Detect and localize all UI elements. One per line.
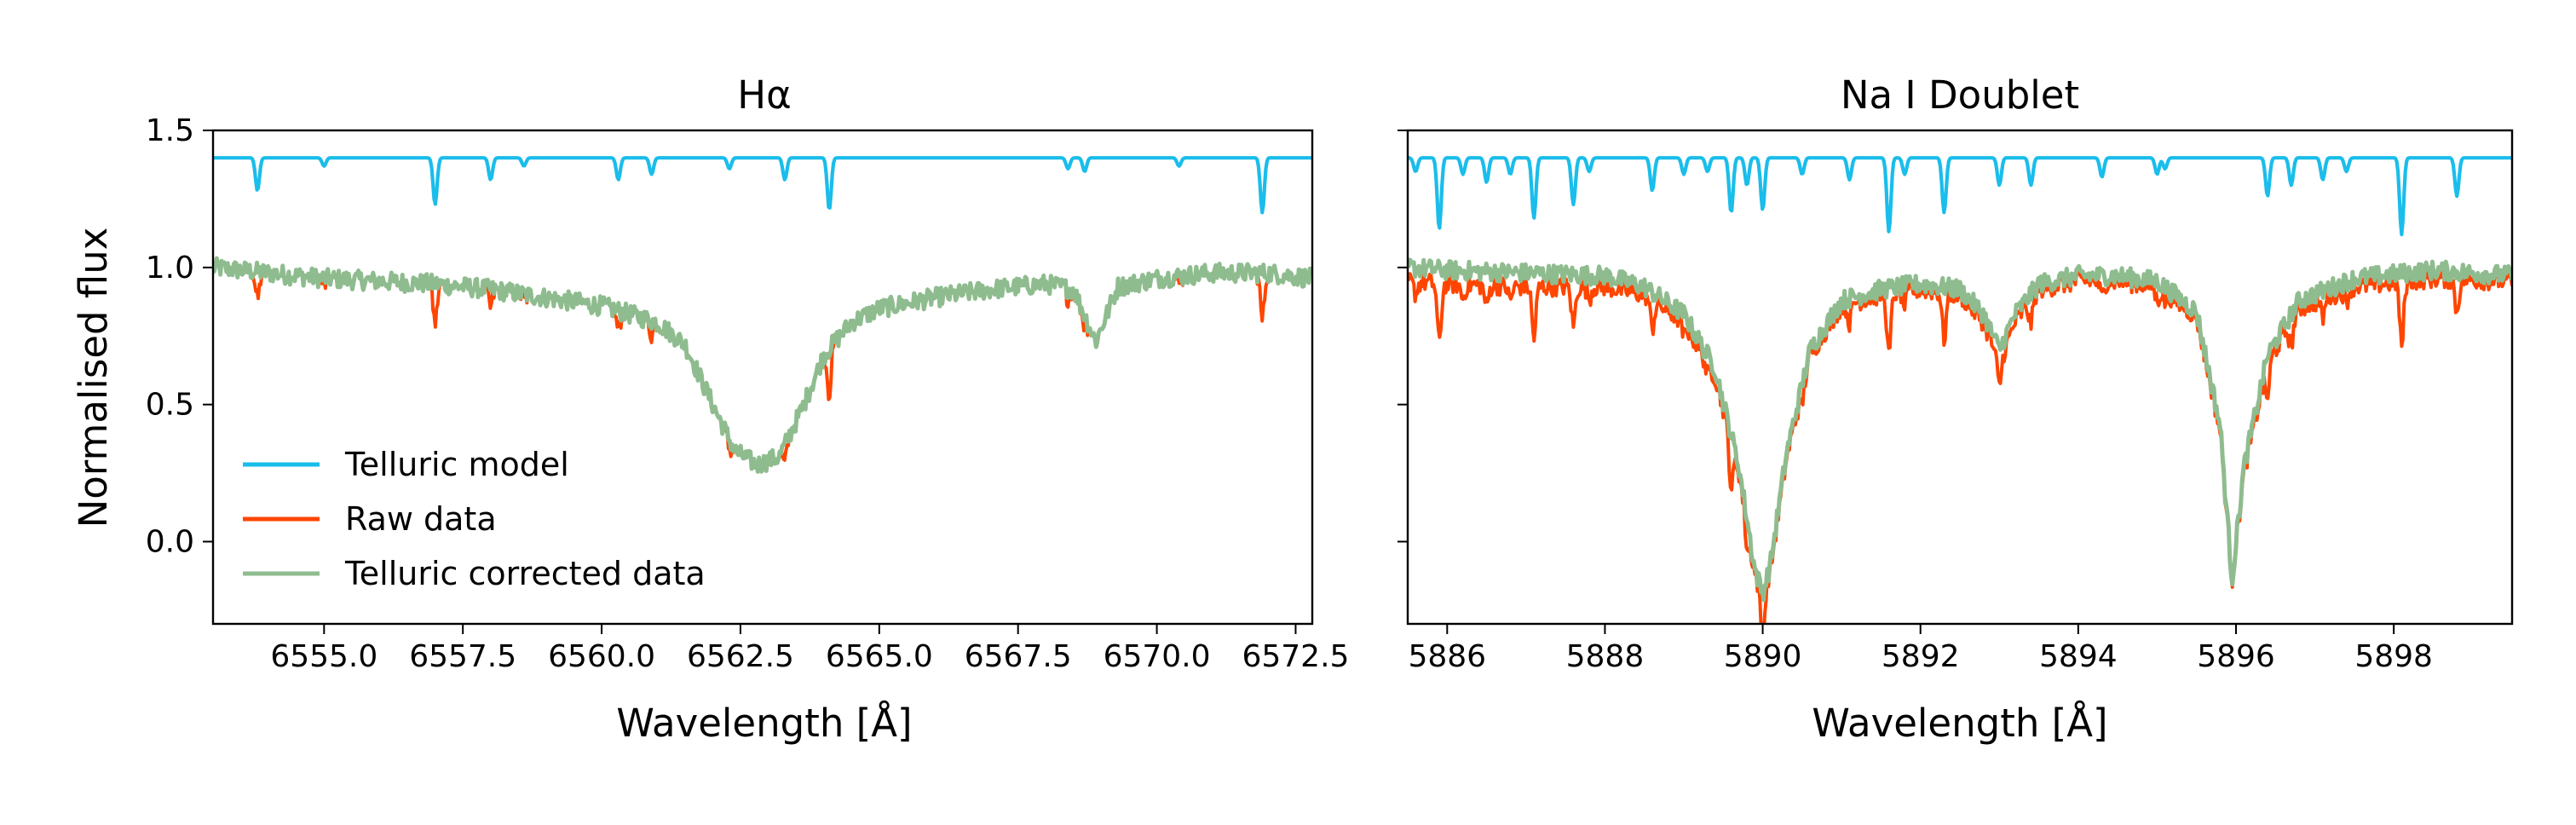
x-tick-label: 6572.5 — [1242, 639, 1349, 674]
plot-frame — [1406, 129, 2514, 626]
tick-group: 6555.0 6557.5 6560.0 6562.5 6565.0 6567.5 6570… — [146, 113, 1350, 674]
x-tick-label: 5888 — [1566, 639, 1645, 674]
legend-label: Telluric corrected data — [344, 555, 706, 592]
y-axis-label: Normalised flux — [71, 228, 116, 528]
panel-halpha: Hα 6555.0 6557.5 6560.0 6562.5 6565.0 6567.5 6… — [71, 72, 1349, 746]
legend-label: Telluric model — [344, 446, 569, 483]
y-tick-label: 1.0 — [146, 251, 194, 286]
panel-title: Na I Doublet — [1841, 72, 2079, 118]
x-tick-label: 6565.0 — [826, 639, 933, 674]
x-tick-label: 5886 — [1408, 639, 1486, 674]
x-tick-label: 6562.5 — [687, 639, 794, 674]
x-tick-label: 5898 — [2354, 639, 2433, 674]
tick-group: 5886 5888 5890 5892 5894 5896 5898 — [1397, 130, 2433, 674]
series-telluric-model — [213, 156, 1312, 215]
series-group — [1408, 156, 2512, 624]
x-tick-label: 5890 — [1724, 639, 1802, 674]
legend: Telluric model Raw data Telluric corrected… — [243, 446, 706, 592]
series-telluric-corrected-data — [1408, 257, 2512, 603]
panel-title: Hα — [737, 72, 792, 118]
x-tick-label: 6557.5 — [409, 639, 516, 674]
x-tick-label: 6567.5 — [965, 639, 1072, 674]
plot-frame — [211, 129, 1314, 626]
series-telluric-corrected-data — [213, 256, 1312, 474]
series-telluric-model — [1408, 156, 2512, 237]
x-tick-label: 5894 — [2039, 639, 2118, 674]
x-tick-label: 5896 — [2197, 639, 2275, 674]
x-tick-label: 6560.0 — [548, 639, 655, 674]
x-axis-label: Wavelength [Å] — [616, 701, 912, 746]
y-tick-label: 0.5 — [146, 388, 194, 423]
x-axis-label: Wavelength [Å] — [1812, 701, 2107, 746]
y-tick-label: 1.5 — [146, 113, 194, 148]
panel-na-doublet: Na I Doublet 5886 5888 5890 5892 5894 5896 589… — [1397, 72, 2514, 746]
legend-label: Raw data — [345, 500, 497, 538]
x-tick-label: 5892 — [1882, 639, 1960, 674]
x-tick-label: 6570.0 — [1104, 639, 1211, 674]
y-tick-label: 0.0 — [146, 525, 194, 560]
series-group — [213, 156, 1312, 474]
x-tick-label: 6555.0 — [270, 639, 377, 674]
